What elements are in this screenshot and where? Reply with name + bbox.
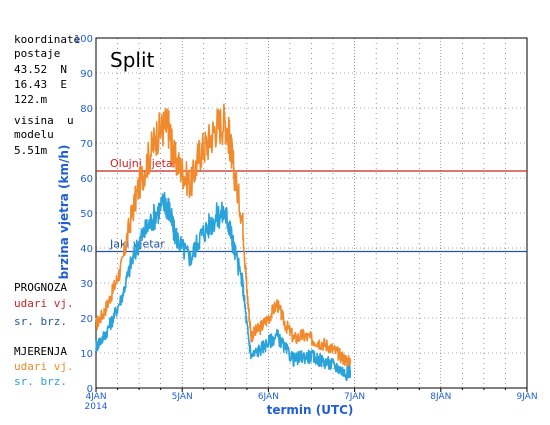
y-tick-label: 40 — [80, 244, 93, 255]
latitude: 43.52 N — [14, 63, 67, 76]
y-tick-label: 20 — [80, 314, 93, 325]
legend-prognoza-title: PROGNOZA — [14, 281, 67, 294]
model-height: 5.51m — [14, 144, 48, 157]
coords-title: koordinate — [14, 33, 81, 46]
y-tick-label: 30 — [80, 279, 93, 290]
y-tick-label: 100 — [74, 34, 93, 45]
y-tick-label: 0 — [87, 384, 93, 395]
legend-mjerenja-gust: udari vj. — [14, 360, 74, 373]
longitude: 16.43 E — [14, 78, 67, 91]
x-tick-label: 4JAN — [85, 392, 106, 402]
y-tick-label: 60 — [80, 174, 93, 185]
y-tick-label: 50 — [80, 209, 93, 220]
station-info-panel: koordinate postaje 43.52 N 16.43 E 122.m… — [0, 0, 90, 425]
model-height-sub: modelu — [14, 128, 54, 141]
x-tick-label: 5JAN — [172, 392, 193, 402]
x-tick-sublabel: 2014 — [85, 402, 108, 412]
y-axis-label: brzina vjetra (km/h) — [57, 145, 71, 280]
coords-sub: postaje — [14, 47, 61, 60]
model-height-title: visina u — [14, 114, 74, 127]
x-tick-label: 7JAN — [344, 392, 365, 402]
elevation: 122.m — [14, 93, 48, 106]
x-tick-label: 6JAN — [258, 392, 279, 402]
series-line — [95, 103, 352, 370]
legend-mjerenja-mean: sr. brz. — [14, 375, 67, 388]
legend-mjerenja-title: MJERENJA — [14, 345, 67, 358]
x-tick-label: 9JAN — [516, 392, 537, 402]
series-lines — [95, 103, 352, 382]
chart-title: Split — [110, 48, 155, 72]
legend-prognoza-mean: sr. brz. — [14, 315, 67, 328]
y-tick-label: 70 — [80, 139, 93, 150]
legend-prognoza-gust: udari vj. — [14, 297, 74, 310]
reference-line-label: Olujni vjetar — [110, 157, 178, 170]
series-line — [95, 191, 352, 382]
y-tick-label: 80 — [80, 104, 93, 115]
x-tick-label: 8JAN — [430, 392, 451, 402]
y-tick-label: 10 — [80, 349, 93, 360]
y-tick-label: 90 — [80, 69, 93, 80]
x-axis-label: termin (UTC) — [267, 403, 354, 417]
